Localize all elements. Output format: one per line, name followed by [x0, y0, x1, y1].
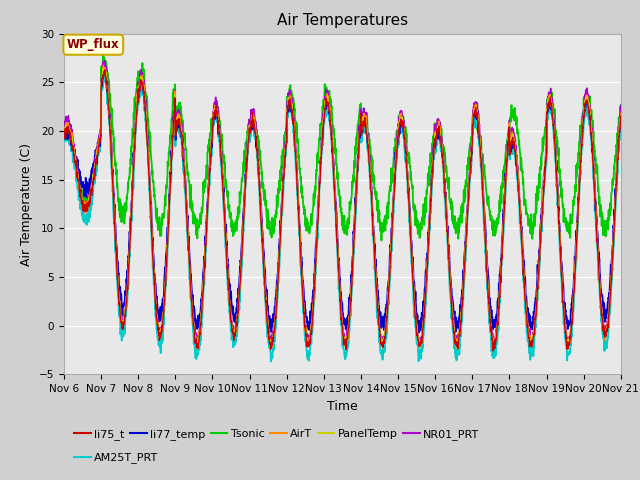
Legend: AM25T_PRT: AM25T_PRT — [70, 448, 163, 468]
Title: Air Temperatures: Air Temperatures — [277, 13, 408, 28]
X-axis label: Time: Time — [327, 400, 358, 413]
Text: WP_flux: WP_flux — [67, 38, 120, 51]
Y-axis label: Air Temperature (C): Air Temperature (C) — [20, 143, 33, 265]
